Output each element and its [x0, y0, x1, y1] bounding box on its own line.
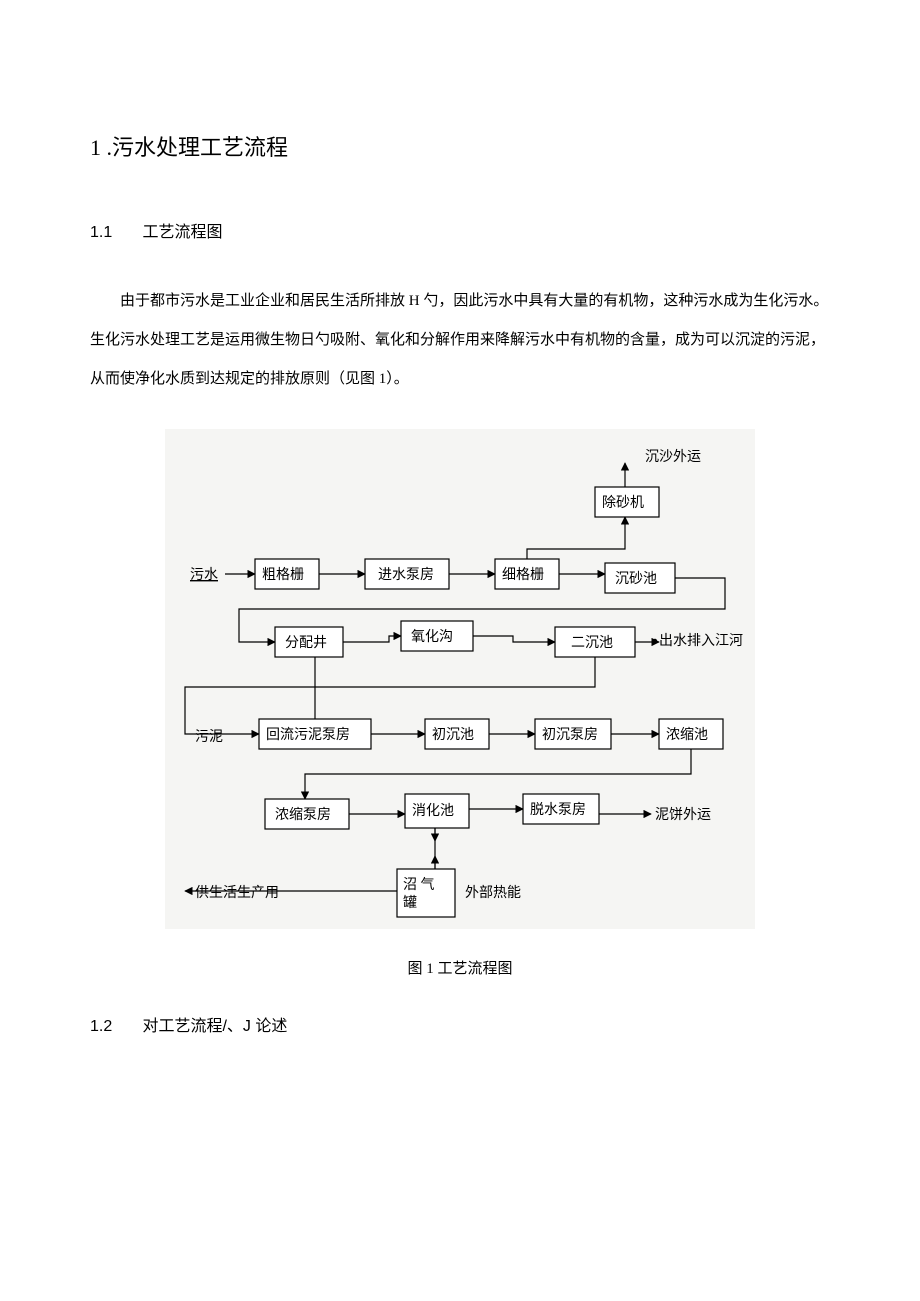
svg-text:分配井: 分配井 — [285, 635, 327, 651]
svg-text:二沉池: 二沉池 — [571, 635, 613, 651]
flow-node-huiliu: 回流污泥泵房 — [259, 719, 371, 749]
svg-text:消化池: 消化池 — [412, 803, 454, 819]
flow-node-chuchenfang: 初沉泵房 — [535, 719, 611, 749]
svg-text:进水泵房: 进水泵房 — [378, 567, 434, 583]
figure-caption: 图 1 工艺流程图 — [90, 957, 830, 978]
heading-1-1-num: 1.1 — [90, 224, 138, 242]
flow-node-yanghua: 氧化沟 — [401, 621, 473, 651]
flow-node-zhaoqi: 沼 气罐 — [397, 869, 455, 917]
flow-node-fenpei: 分配井 — [275, 627, 343, 657]
heading-1-1: 1.1 工艺流程图 — [90, 218, 830, 242]
flow-node-chusha: 除砂机 — [595, 487, 659, 517]
flow-label: 污水 — [190, 567, 218, 583]
heading-1-1-text: 工艺流程图 — [142, 224, 222, 241]
flow-node-jinshui: 进水泵房 — [365, 559, 449, 589]
svg-text:除砂机: 除砂机 — [602, 495, 644, 511]
flow-label: 出水排入江河 — [659, 633, 743, 649]
svg-text:细格栅: 细格栅 — [502, 567, 544, 583]
flow-label: 污泥 — [195, 729, 223, 745]
flow-node-tuoshui: 脱水泵房 — [523, 794, 599, 824]
heading-1-2: 1.2 对工艺流程/、J 论述 — [90, 1012, 830, 1036]
flow-node-erchen: 二沉池 — [555, 627, 635, 657]
svg-text:粗格栅: 粗格栅 — [262, 567, 304, 583]
svg-text:浓缩池: 浓缩池 — [666, 727, 708, 743]
flow-node-nongsuo: 浓缩池 — [659, 719, 723, 749]
flow-node-cugeshan: 粗格栅 — [255, 559, 319, 589]
flowchart: 粗格栅进水泵房细格栅沉砂池除砂机分配井氧化沟二沉池回流污泥泵房初沉池初沉泵房浓缩… — [165, 429, 755, 929]
flow-node-chuchen: 初沉池 — [425, 719, 489, 749]
heading-1: 1 .污水处理工艺流程 — [90, 130, 830, 162]
flowchart-svg: 粗格栅进水泵房细格栅沉砂池除砂机分配井氧化沟二沉池回流污泥泵房初沉池初沉泵房浓缩… — [165, 429, 755, 929]
flow-node-xiaohua: 消化池 — [405, 794, 469, 828]
flow-node-xigeshan: 细格栅 — [495, 559, 559, 589]
flow-node-nongsuofang: 浓缩泵房 — [265, 799, 349, 829]
heading-1-2-num: 1.2 — [90, 1018, 138, 1036]
svg-text:初沉泵房: 初沉泵房 — [542, 726, 598, 743]
svg-text:罐: 罐 — [403, 895, 417, 911]
svg-text:回流污泥泵房: 回流污泥泵房 — [266, 727, 350, 743]
flow-label: 外部热能 — [465, 885, 521, 901]
svg-text:浓缩泵房: 浓缩泵房 — [275, 807, 331, 823]
svg-text:氧化沟: 氧化沟 — [411, 629, 453, 645]
flow-node-chensha: 沉砂池 — [605, 563, 675, 593]
svg-text:初沉池: 初沉池 — [432, 726, 474, 743]
flow-label: 泥饼外运 — [655, 807, 711, 823]
paragraph-1: 由于都市污水是工业企业和居民生活所排放 H 勺，因此污水中具有大量的有机物，这种… — [90, 282, 830, 399]
flow-label: 供生活生产用 — [195, 885, 279, 901]
heading-1-2-text: 对工艺流程/、J 论述 — [142, 1018, 287, 1035]
svg-text:沼 气: 沼 气 — [403, 877, 435, 893]
flow-label: 沉沙外运 — [645, 449, 701, 465]
svg-text:脱水泵房: 脱水泵房 — [530, 802, 586, 818]
svg-text:沉砂池: 沉砂池 — [615, 571, 657, 587]
